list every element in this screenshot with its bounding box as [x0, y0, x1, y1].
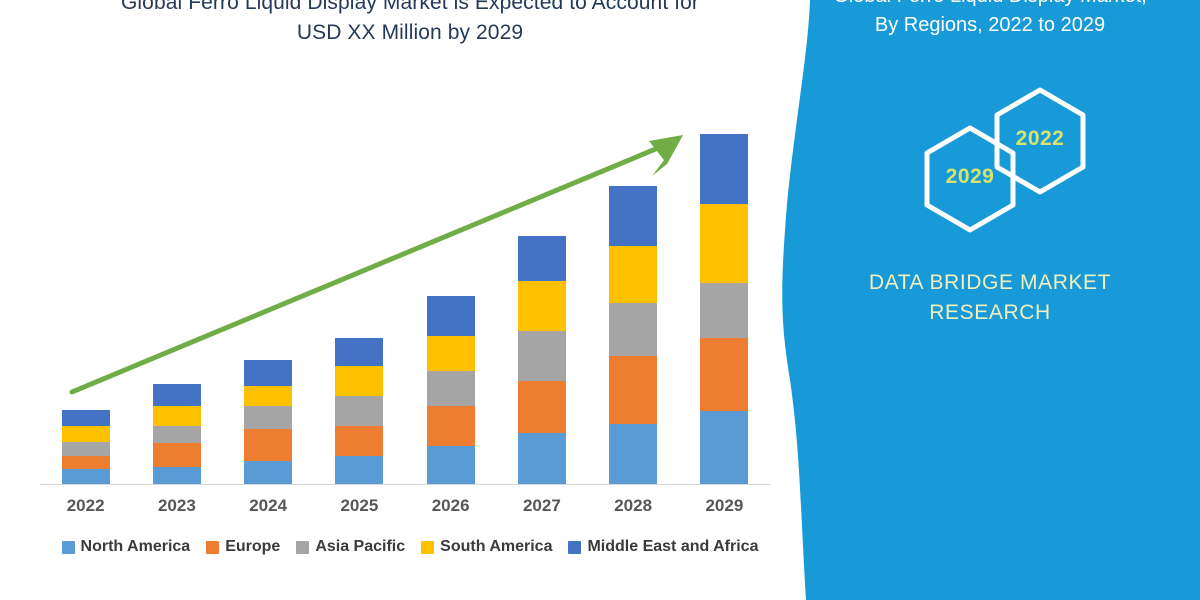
legend-label: Middle East and Africa [587, 538, 759, 555]
bar-group [517, 236, 566, 484]
panel-title-line-1: Global Ferro Liquid Display Market, [833, 0, 1146, 7]
legend-item[interactable]: South America [421, 538, 552, 556]
bar-segment [61, 442, 110, 456]
bar-segment [244, 386, 293, 406]
panel-title: Global Ferro Liquid Display Market, By R… [810, 0, 1170, 40]
bar-segment [700, 134, 749, 204]
hexagon-badge-2022-label: 2022 [1015, 127, 1065, 150]
chart-title-line-1: Global Ferro Liquid Display Market is Ex… [120, 0, 700, 14]
legend-label: North America [80, 538, 191, 555]
bar-segment [700, 338, 749, 411]
x-axis-line [40, 484, 770, 485]
legend-swatch-icon [206, 540, 220, 554]
chart-legend: North America Europe Asia Pacific South Ame… [40, 538, 780, 556]
bar-group [152, 384, 201, 484]
bar-segment [700, 283, 749, 338]
bar-segment [609, 186, 658, 246]
chart-title-line-2: USD XX Million by 2029 [296, 21, 524, 44]
bar-segment [152, 384, 201, 406]
legend-item[interactable]: North America [61, 538, 191, 556]
bar-segment [244, 360, 293, 386]
bar-group [426, 296, 475, 484]
x-axis-label-2028: 2028 [614, 496, 653, 515]
bar-segment [517, 331, 566, 381]
bar-segment [335, 338, 384, 366]
x-axis-label-2029: 2029 [705, 496, 744, 515]
x-axis-label-2025: 2025 [340, 496, 379, 515]
bar-group [244, 360, 293, 484]
bar-segment [244, 429, 293, 461]
hexagon-outline-icon [924, 125, 1016, 233]
legend-swatch-icon [421, 540, 435, 554]
bar-group [609, 186, 658, 484]
bar-segment [61, 410, 110, 426]
bar-group [61, 410, 110, 484]
bar-segment [609, 303, 658, 356]
bar-segment [335, 456, 384, 484]
bar-segment [517, 433, 566, 484]
bar-segment [61, 426, 110, 442]
stacked-bar-chart [40, 110, 770, 484]
chart-panel: Global Ferro Liquid Display Market is Ex… [40, 0, 780, 556]
bar-segment [335, 396, 384, 426]
hexagon-badge-2022: 2022 [990, 85, 1090, 197]
legend-swatch-icon [568, 540, 582, 554]
bar-group [700, 134, 749, 484]
bar-segment [517, 281, 566, 331]
bar-segment [426, 406, 475, 446]
hexagon-outline-icon [994, 87, 1086, 195]
legend-label: South America [440, 538, 553, 555]
bar-segment [517, 381, 566, 433]
bar-segment [152, 426, 201, 443]
bar-segment [609, 246, 658, 303]
bar-segment [61, 456, 110, 469]
bar-segment [426, 296, 475, 336]
brand-line-1: DATA BRIDGE MARKET [868, 271, 1112, 294]
legend-swatch-icon [61, 540, 75, 554]
bar-segment [609, 424, 658, 484]
x-axis-label-2027: 2027 [522, 496, 561, 515]
bar-segment [700, 204, 749, 283]
bar-segment [61, 469, 110, 484]
brand-line-2: RESEARCH [929, 301, 1051, 324]
x-axis-labels: 2022 2023 2024 2025 2026 2027 2028 2029 [40, 496, 770, 522]
hexagon-badge-2029-label: 2029 [945, 165, 995, 188]
hexagon-badges: 2022 2029 [900, 85, 1120, 233]
hexagon-badge-2029: 2029 [920, 123, 1020, 235]
x-axis-label-2023: 2023 [157, 496, 196, 515]
panel-title-line-2: By Regions, 2022 to 2029 [874, 14, 1106, 36]
bar-segment [152, 467, 201, 484]
bar-segment [244, 461, 293, 484]
bar-segment [152, 443, 201, 467]
legend-swatch-icon [296, 540, 310, 554]
brand-name: DATA BRIDGE MARKET RESEARCH [810, 268, 1170, 328]
legend-item[interactable]: Middle East and Africa [568, 538, 758, 556]
x-axis-label-2026: 2026 [431, 496, 470, 515]
bar-group [335, 338, 384, 484]
brand-panel: Global Ferro Liquid Display Market, By R… [780, 0, 1200, 600]
bar-segment [426, 336, 475, 371]
x-axis-label-2024: 2024 [249, 496, 288, 515]
bar-segment [609, 356, 658, 424]
bar-segment [152, 406, 201, 426]
legend-label: Europe [225, 538, 281, 555]
legend-item[interactable]: Asia Pacific [296, 538, 405, 556]
blue-panel-shape [782, 0, 1200, 600]
bar-segment [426, 371, 475, 406]
chart-title: Global Ferro Liquid Display Market is Ex… [40, 0, 780, 48]
bar-segment [517, 236, 566, 281]
legend-label: Asia Pacific [315, 538, 406, 555]
legend-item[interactable]: Europe [206, 538, 280, 556]
x-axis-label-2022: 2022 [66, 496, 105, 515]
bar-segment [426, 446, 475, 484]
bar-segment [700, 411, 749, 484]
bar-segment [335, 366, 384, 396]
bar-segment [244, 406, 293, 429]
bar-segment [335, 426, 384, 456]
